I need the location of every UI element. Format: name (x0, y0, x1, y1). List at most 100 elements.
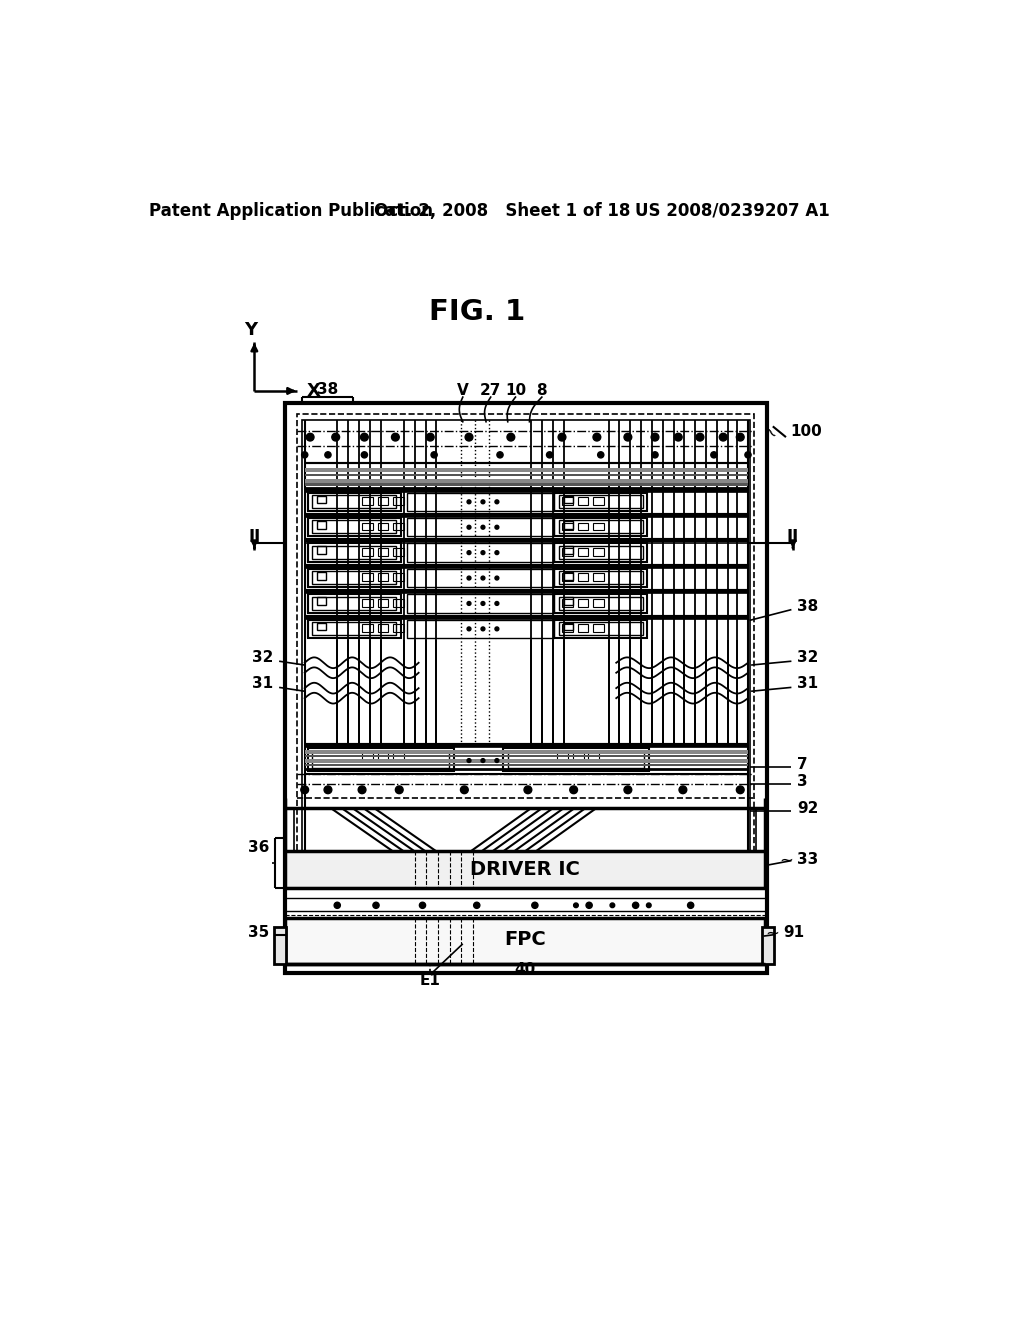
Text: V: V (457, 383, 469, 399)
Text: 31: 31 (797, 676, 818, 692)
Bar (312, 545, 396, 558)
Bar (305, 755, 748, 758)
Text: 8: 8 (537, 383, 547, 399)
Circle shape (495, 576, 499, 579)
Bar (407, 619, 554, 638)
Bar (273, 927, 286, 964)
Bar (593, 548, 604, 556)
Circle shape (481, 627, 485, 631)
Bar (407, 544, 554, 562)
Circle shape (465, 433, 473, 441)
Circle shape (481, 576, 485, 579)
Circle shape (301, 785, 308, 793)
Circle shape (431, 451, 437, 458)
Text: FIG. 1: FIG. 1 (429, 298, 525, 326)
Bar (305, 763, 748, 766)
Circle shape (531, 903, 538, 908)
Bar (378, 573, 388, 581)
Bar (593, 599, 604, 607)
Bar (308, 492, 400, 511)
Bar (562, 548, 572, 556)
Bar (393, 599, 403, 607)
Circle shape (467, 627, 471, 631)
Text: 38: 38 (316, 381, 338, 397)
Circle shape (302, 451, 308, 458)
Bar (503, 748, 649, 771)
Text: 3: 3 (797, 774, 808, 789)
Text: 38: 38 (797, 599, 818, 614)
Circle shape (332, 433, 340, 441)
Circle shape (467, 602, 471, 606)
Bar (312, 520, 396, 533)
Circle shape (586, 903, 592, 908)
Circle shape (558, 433, 566, 441)
Text: 27: 27 (480, 383, 502, 399)
Text: 91: 91 (783, 925, 804, 940)
Circle shape (358, 785, 366, 793)
Bar (362, 498, 373, 506)
Circle shape (624, 433, 632, 441)
Bar (562, 573, 572, 581)
Circle shape (569, 785, 578, 793)
Bar (554, 569, 647, 587)
Circle shape (495, 759, 499, 763)
Bar (362, 624, 373, 632)
Text: 32: 32 (797, 649, 818, 665)
Circle shape (373, 903, 379, 908)
Bar (305, 474, 748, 477)
Text: FPC: FPC (504, 931, 546, 949)
Text: 32: 32 (252, 649, 273, 665)
Bar (312, 572, 396, 585)
Text: ~: ~ (765, 925, 779, 942)
Bar (593, 624, 604, 632)
Circle shape (325, 451, 331, 458)
Circle shape (467, 759, 471, 763)
Bar (554, 594, 647, 612)
Circle shape (334, 903, 340, 908)
Bar (285, 917, 765, 964)
Bar (285, 851, 765, 888)
Bar (305, 479, 748, 483)
Bar (312, 597, 396, 610)
Circle shape (481, 602, 485, 606)
Bar (559, 495, 643, 508)
Text: ~: ~ (757, 421, 780, 445)
Text: Oct. 2, 2008   Sheet 1 of 18: Oct. 2, 2008 Sheet 1 of 18 (374, 202, 631, 219)
Bar (407, 492, 554, 511)
Bar (362, 523, 373, 531)
Text: 92: 92 (797, 801, 818, 816)
Bar (563, 623, 572, 631)
Bar (559, 572, 643, 585)
Bar (578, 599, 589, 607)
Bar (578, 523, 589, 531)
Bar (312, 751, 449, 768)
Circle shape (744, 451, 751, 458)
Bar (563, 597, 572, 605)
Bar (362, 752, 373, 760)
Circle shape (679, 785, 687, 793)
Bar (559, 520, 643, 533)
Circle shape (481, 759, 485, 763)
Circle shape (306, 433, 314, 441)
Text: Patent Application Publication: Patent Application Publication (148, 202, 433, 219)
Circle shape (495, 525, 499, 529)
Text: 31: 31 (252, 676, 273, 692)
Bar (407, 594, 554, 612)
Bar (563, 496, 572, 503)
Bar (554, 492, 647, 511)
Bar (305, 750, 748, 754)
Circle shape (593, 433, 601, 441)
Bar (317, 623, 327, 631)
Circle shape (524, 785, 531, 793)
Text: US 2008/0239207 A1: US 2008/0239207 A1 (635, 202, 829, 219)
Bar (572, 752, 584, 760)
Circle shape (495, 602, 499, 606)
Bar (563, 521, 572, 529)
Bar (302, 420, 750, 869)
Bar (393, 523, 403, 531)
Circle shape (474, 903, 480, 908)
Bar (362, 599, 373, 607)
Circle shape (481, 500, 485, 504)
Circle shape (624, 785, 632, 793)
Bar (562, 599, 572, 607)
